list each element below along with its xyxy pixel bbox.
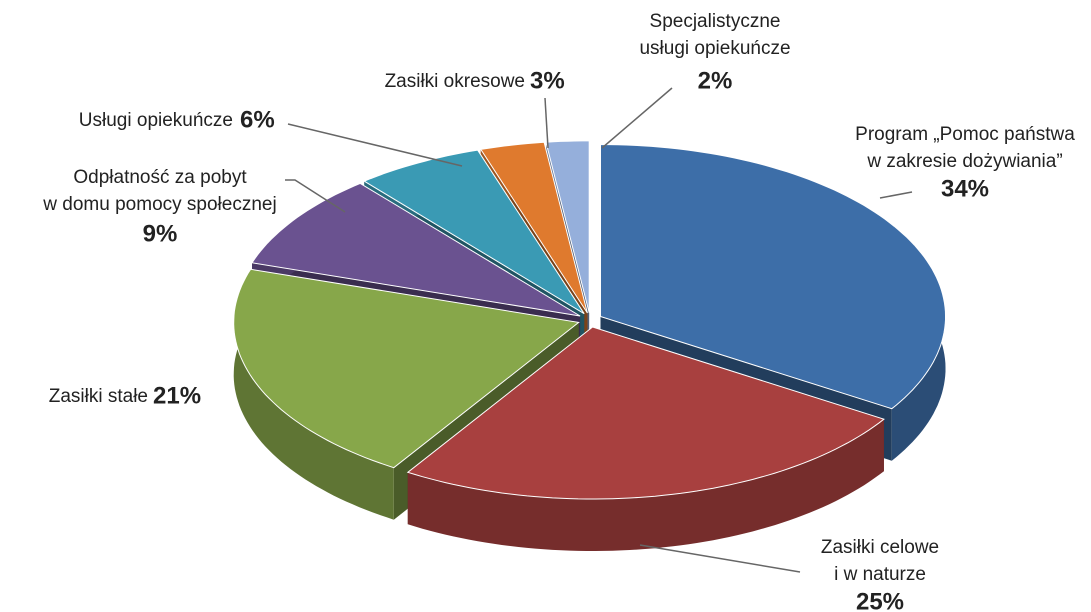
slice — [363, 149, 585, 315]
slice-label: Zasiłki okresowe — [385, 71, 525, 92]
value-label: 25% — [856, 588, 904, 612]
slice — [406, 326, 885, 500]
value-label: 6% — [240, 106, 275, 133]
slice — [600, 143, 946, 410]
leader-line — [285, 179, 346, 213]
slice — [545, 140, 590, 313]
slice-tops — [233, 140, 946, 500]
value-label: 21% — [153, 382, 201, 409]
leader-line — [879, 191, 913, 199]
slice-wall — [233, 269, 394, 520]
slice-label: Usługi opiekuńcze — [79, 110, 233, 131]
leader-line — [544, 97, 549, 149]
value-label: 3% — [530, 67, 565, 94]
slice-wall — [407, 419, 884, 551]
slice-label: Specjalistyczne usługi opiekuńcze — [639, 11, 790, 59]
slice — [233, 268, 580, 469]
slice — [479, 141, 588, 314]
slice-label: Zasiłki stałe — [49, 386, 148, 407]
value-label: 2% — [698, 67, 733, 94]
value-label: 34% — [941, 175, 989, 202]
slice-label: Program „Pomoc państwa w zakresie dożywia… — [855, 124, 1075, 172]
leader-line — [601, 87, 673, 149]
slice — [251, 182, 581, 317]
slice-label: Zasiłki celowe i w naturze — [821, 537, 939, 585]
slice-label: Odpłatność za pobyt w domu pomocy społecz… — [42, 167, 276, 215]
value-label: 9% — [143, 220, 178, 247]
leader-line — [287, 123, 463, 167]
leader-line — [639, 544, 801, 573]
